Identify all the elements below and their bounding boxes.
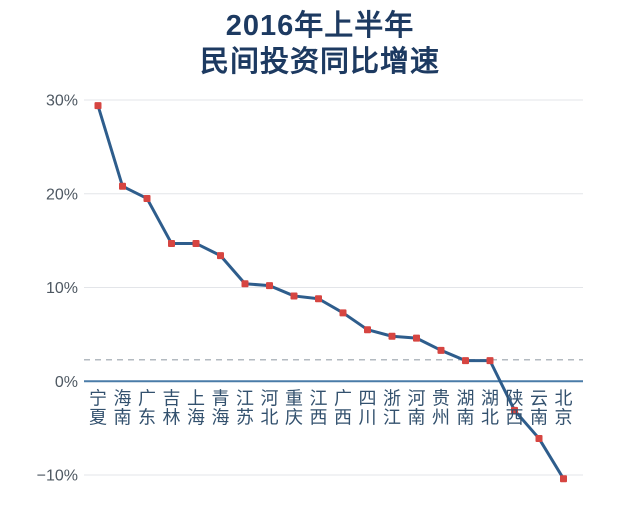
x-category-label: 河南 xyxy=(408,388,426,427)
x-category-label: 江西 xyxy=(310,388,328,427)
data-point-marker xyxy=(192,239,200,247)
chart-title-line2: 民间投资同比增速 xyxy=(199,46,440,79)
y-tick-label: 20% xyxy=(46,186,78,203)
chart-title: 2016年上半年 民间投资同比增速 xyxy=(0,8,640,81)
chart-title-line1: 2016年上半年 xyxy=(225,10,415,42)
x-category-label: 宁夏 xyxy=(89,388,107,427)
data-point-marker xyxy=(119,182,126,190)
data-point-marker xyxy=(217,252,224,260)
x-category-label: 云南 xyxy=(530,388,548,427)
series-line xyxy=(96,104,565,481)
data-point-marker xyxy=(437,346,445,354)
x-category-label: 陕西 xyxy=(506,388,524,427)
x-category-label: 吉林 xyxy=(163,388,181,427)
data-point-marker xyxy=(94,102,102,110)
data-point-marker xyxy=(290,292,298,300)
data-point-marker xyxy=(266,282,273,290)
x-category-label: 河北 xyxy=(261,388,279,427)
data-point-marker xyxy=(413,334,420,342)
x-category-label: 广东 xyxy=(138,388,156,427)
x-category-label: 湖南 xyxy=(457,388,475,427)
y-tick-label: 30% xyxy=(46,93,78,110)
data-point-marker xyxy=(364,326,371,334)
x-category-label: 青海 xyxy=(212,388,230,427)
data-point-marker xyxy=(462,357,469,365)
y-tick-label: −10% xyxy=(37,468,78,485)
data-point-marker xyxy=(339,309,347,317)
data-point-marker xyxy=(486,357,494,365)
data-point-marker xyxy=(511,406,518,414)
x-category-label: 湖北 xyxy=(481,388,499,427)
x-category-label: 海南 xyxy=(114,388,132,427)
data-point-marker xyxy=(315,295,322,303)
x-category-label: 浙江 xyxy=(383,388,401,427)
x-category-label: 上海 xyxy=(187,388,205,427)
x-category-label: 广西 xyxy=(334,388,352,427)
x-category-label: 北京 xyxy=(555,388,573,427)
x-category-label: 江苏 xyxy=(236,388,254,427)
data-point-marker xyxy=(560,475,567,483)
data-point-marker xyxy=(143,194,151,202)
y-tick-label: 10% xyxy=(46,280,78,297)
data-point-marker xyxy=(388,332,396,340)
data-point-marker xyxy=(535,434,543,442)
x-category-label: 重庆 xyxy=(285,388,303,427)
data-point-marker xyxy=(241,280,249,288)
data-point-marker xyxy=(168,239,175,247)
y-tick-label: 0% xyxy=(55,374,78,391)
x-category-label: 贵州 xyxy=(432,388,450,427)
x-category-label: 四川 xyxy=(359,388,377,427)
